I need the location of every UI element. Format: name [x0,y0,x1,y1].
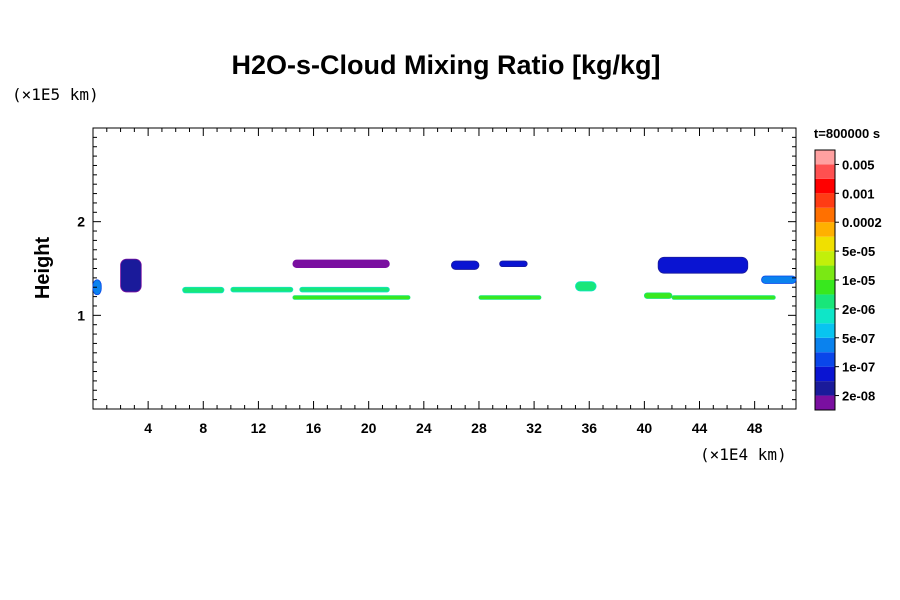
colorbar-swatch [815,164,835,179]
x-tick-label: 28 [471,420,487,436]
colorbar-label: 2e-08 [842,389,875,404]
contour-feature [761,275,797,284]
colorbar-swatch [815,222,835,237]
colorbar-swatch [815,352,835,367]
colorbar-swatch [815,395,835,410]
contour-feature [657,256,749,274]
contour-feature [671,295,776,300]
colorbar-swatch [815,236,835,252]
colorbar-label: 0.001 [842,186,875,201]
colorbar: 2e-08 1e-07 5e-07 2e-06 1e-05 5e-05 0.0002 0.00… [814,149,882,411]
colorbar-swatch [815,251,835,266]
contour-feature [120,258,142,293]
x-unit-label: (×1E4 km) [700,445,787,464]
colorbar-label: 2e-06 [842,302,875,317]
x-tick-label: 36 [581,420,597,436]
colorbar-swatch [815,381,835,396]
x-tick-label: 24 [416,420,432,436]
colorbar-swatch [815,265,835,280]
colorbar-swatch [815,337,835,353]
contour-feature [292,295,411,300]
contour-feature [450,260,480,270]
colorbar-swatch [815,366,835,382]
x-tick-label: 12 [251,420,267,436]
contour-feature [499,260,528,268]
colorbar-swatch [815,193,835,208]
contour-feature [643,292,673,299]
colorbar-swatch [815,178,835,194]
colorbar-label: 5e-05 [842,244,875,259]
colorbar-swatch [815,294,835,309]
x-tick-label: 32 [526,420,542,436]
y-unit-label: (×1E5 km) [12,85,99,104]
contour-features [92,256,797,300]
colorbar-label: 1e-05 [842,273,875,288]
y-tick-label: 2 [77,214,85,230]
contour-feature [182,286,225,294]
y-tick-label: 1 [77,307,85,323]
x-tick-label: 44 [692,420,708,436]
time-label: t=800000 s [814,126,880,141]
colorbar-swatch [815,207,835,223]
x-tick-label: 20 [361,420,377,436]
contour-feature [299,286,390,293]
contour-feature [230,286,294,293]
colorbar-label: 0.0002 [842,215,882,230]
colorbar-swatch [815,280,835,295]
colorbar-swatch [815,308,835,324]
y-axis-label: Height [32,237,54,300]
x-tick-label: 16 [306,420,322,436]
colorbar-label: 0.005 [842,157,875,172]
colorbar-swatch [815,323,835,338]
contour-feature [292,259,390,268]
x-tick-label: 48 [747,420,763,436]
x-tick-label: 8 [199,420,207,436]
x-tick-label: 40 [637,420,653,436]
colorbar-label: 1e-07 [842,360,875,375]
chart-title: H2O-s-Cloud Mixing Ratio [kg/kg] [232,50,661,80]
x-tick-label: 4 [144,420,152,436]
colorbar-swatch [815,150,835,165]
contour-feature [575,281,597,292]
contour-feature [478,295,542,300]
colorbar-label: 5e-07 [842,331,875,346]
